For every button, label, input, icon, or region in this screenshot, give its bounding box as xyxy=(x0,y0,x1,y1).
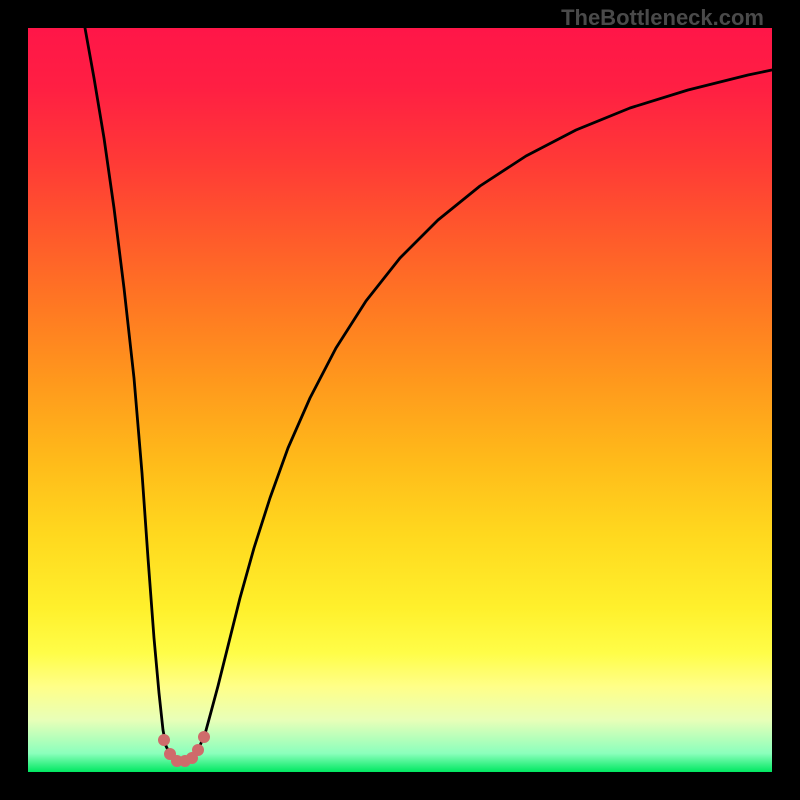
cusp-marker-group xyxy=(158,731,210,767)
cusp-marker xyxy=(198,731,210,743)
cusp-marker xyxy=(158,734,170,746)
plot-area xyxy=(28,28,772,772)
chart-frame: TheBottleneck.com xyxy=(0,0,800,800)
bottleneck-curve xyxy=(85,28,772,762)
curve-layer xyxy=(28,28,772,772)
cusp-marker xyxy=(192,744,204,756)
